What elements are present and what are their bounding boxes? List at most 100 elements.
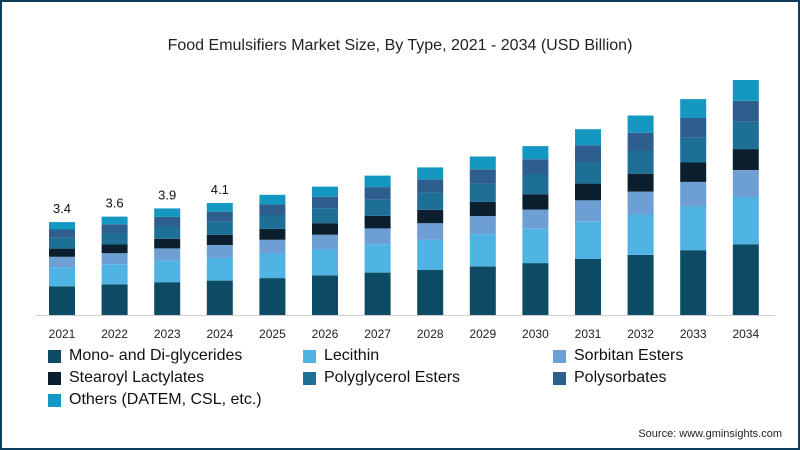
legend-swatch xyxy=(553,371,566,385)
bar-segment xyxy=(312,208,338,224)
bar-segment xyxy=(312,249,338,276)
legend-item-polysorbates: Polysorbates xyxy=(553,369,778,387)
legend-swatch xyxy=(48,393,61,407)
bar-segment xyxy=(627,115,654,133)
bar-segment xyxy=(101,224,128,233)
legend-item-polyglycerol-esters: Polyglycerol Esters xyxy=(303,369,553,387)
x-tick-label: 2028 xyxy=(417,327,444,341)
x-tick-label: 2025 xyxy=(259,327,286,341)
bar-segment xyxy=(575,221,601,259)
total-data-label: 3.6 xyxy=(106,196,124,211)
bar-segment xyxy=(680,99,707,118)
bar-segment xyxy=(259,215,286,229)
bar-segment xyxy=(206,211,233,222)
bar-segment xyxy=(627,150,654,174)
bar-segment xyxy=(154,282,181,315)
legend-label: Mono- and Di-glycerides xyxy=(69,347,243,364)
bar-segment xyxy=(259,204,286,215)
bar-segment xyxy=(627,254,654,315)
x-tick-label: 2029 xyxy=(469,327,496,341)
total-data-label: 3.4 xyxy=(53,201,71,216)
bar-segment xyxy=(101,253,128,265)
bar-segment xyxy=(154,260,181,283)
bar-segment xyxy=(732,121,759,150)
x-tick-label: 2026 xyxy=(312,327,339,341)
bar-segment xyxy=(417,223,444,240)
legend-label: Polyglycerol Esters xyxy=(324,369,461,386)
chart-legend: Mono- and Di-glycerides Lecithin Sorbita… xyxy=(48,347,778,409)
x-tick-label: 2024 xyxy=(206,327,233,341)
bar-segment xyxy=(206,221,233,235)
bar-segment xyxy=(522,194,549,210)
bar-segment xyxy=(417,167,444,180)
bar-segment xyxy=(154,248,181,261)
bar-segment xyxy=(680,250,707,315)
bar-segment xyxy=(522,228,549,264)
legend-label: Lecithin xyxy=(324,347,380,364)
bar-segment xyxy=(364,215,391,229)
bar-segment xyxy=(732,244,759,315)
legend-item-lecithin: Lecithin xyxy=(303,347,553,365)
x-tick-label: 2034 xyxy=(732,327,759,341)
bar-segment xyxy=(469,201,496,217)
bar-segment xyxy=(259,239,286,254)
bar-segment xyxy=(101,284,128,315)
x-tick-label: 2023 xyxy=(154,327,181,341)
bar-segment xyxy=(206,203,233,212)
x-tick-label: 2021 xyxy=(49,327,76,341)
bar-segment xyxy=(627,214,654,255)
bar-segment xyxy=(206,257,233,281)
bar-segment xyxy=(259,194,286,205)
bar-segment xyxy=(312,186,338,197)
bar-segment xyxy=(101,264,128,285)
bar-segment xyxy=(522,159,549,175)
legend-item-stearoyl-lactylates: Stearoyl Lactylates xyxy=(48,369,303,387)
legend-item-mono-di-glycerides: Mono- and Di-glycerides xyxy=(48,347,303,365)
bar-segment xyxy=(522,263,549,315)
bar-segment xyxy=(627,191,654,215)
bar-segment xyxy=(469,183,496,202)
bar-segment xyxy=(575,259,601,315)
bar-segment xyxy=(417,192,444,210)
bar-segment xyxy=(575,145,601,162)
legend-label: Stearoyl Lactylates xyxy=(69,369,205,386)
legend-swatch xyxy=(553,349,566,363)
bar-segment xyxy=(49,248,75,257)
bar-segment xyxy=(469,156,496,170)
legend-swatch xyxy=(48,371,61,385)
bar-segment xyxy=(732,170,759,197)
bar-segment xyxy=(154,238,181,249)
x-tick-label: 2032 xyxy=(627,327,654,341)
bar-segment xyxy=(364,272,391,315)
bar-segment xyxy=(575,200,601,222)
bar-segment xyxy=(627,132,654,151)
x-tick-label: 2027 xyxy=(364,327,391,341)
bar-segment xyxy=(732,80,759,101)
total-data-label: 3.9 xyxy=(158,187,176,202)
bar-segment xyxy=(680,181,707,207)
bar-segment xyxy=(469,169,496,184)
bar-segment xyxy=(154,226,181,239)
legend-swatch xyxy=(303,371,316,385)
legend-label: Sorbitan Esters xyxy=(574,347,684,364)
bar-segment xyxy=(49,237,75,249)
bar-segment xyxy=(364,244,391,273)
bar-segment xyxy=(312,196,338,209)
bar-segment xyxy=(469,234,496,267)
bar-segment xyxy=(417,269,444,315)
chart-title: Food Emulsifiers Market Size, By Type, 2… xyxy=(167,37,633,54)
bar-segment xyxy=(49,267,75,287)
x-tick-label: 2022 xyxy=(101,327,128,341)
bar-segment xyxy=(101,216,128,225)
bar-segment xyxy=(364,199,391,216)
legend-label: Others (DATEM, CSL, etc.) xyxy=(69,391,262,408)
bar-segment xyxy=(101,244,128,254)
bar-segment xyxy=(206,245,233,258)
bar-segment xyxy=(469,266,496,315)
bar-segment xyxy=(732,149,759,171)
legend-swatch xyxy=(48,349,61,363)
bar-segment xyxy=(312,275,338,315)
bar-segment xyxy=(364,175,391,188)
